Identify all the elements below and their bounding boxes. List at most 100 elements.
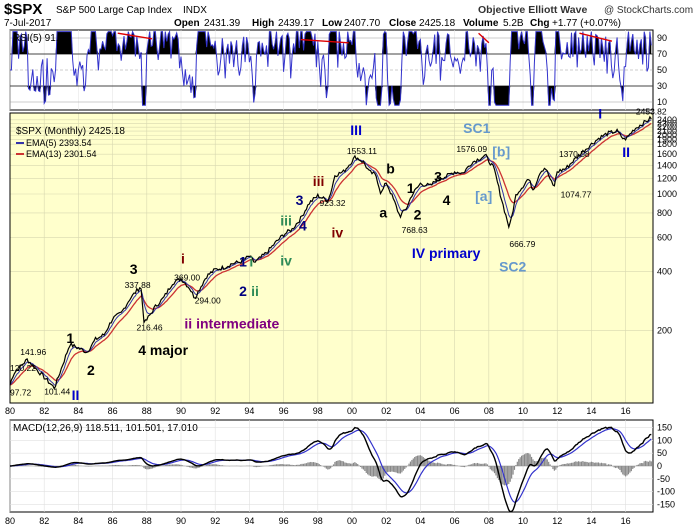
price-value-label: 1576.09	[456, 144, 487, 154]
macd-hist-bar	[650, 461, 652, 466]
macd-hist-bar	[553, 466, 555, 471]
macd-hist-bar	[191, 466, 194, 468]
price-value-label: 101.44	[44, 386, 70, 396]
macd-hist-bar	[167, 464, 169, 466]
macd-hist-bar	[555, 466, 557, 470]
macd-hist-bar	[344, 462, 346, 466]
x-tick-label: 00	[347, 516, 357, 526]
macd-hist-bar	[134, 465, 137, 466]
macd-hist-bar	[151, 466, 154, 469]
wave-count-label: [b]	[492, 143, 510, 159]
macd-hist-bar	[37, 466, 40, 467]
macd-hist-bar	[582, 461, 584, 466]
x-tick-label: 92	[210, 516, 220, 526]
x-tick-label: 04	[415, 516, 425, 526]
macd-hist-bar	[154, 466, 156, 468]
chg-value: +1.77 (+0.07%)	[552, 18, 621, 29]
macd-hist-bar	[519, 457, 521, 466]
close-value: 2425.18	[419, 18, 456, 29]
macd-hist-bar	[217, 464, 219, 466]
x-tick-label: 16	[621, 516, 631, 526]
macd-hist-bar	[609, 464, 611, 466]
x-tick-label: 10	[518, 406, 528, 416]
macd-hist-bar	[109, 465, 111, 466]
macd-hist-bar	[204, 465, 206, 466]
macd-tick-label: -150	[657, 499, 675, 509]
x-tick-label: 94	[244, 516, 254, 526]
macd-hist-bar	[522, 454, 524, 466]
macd-hist-bar	[472, 463, 474, 466]
macd-hist-bar	[431, 462, 433, 466]
macd-hist-bar	[188, 466, 191, 468]
macd-hist-bar	[643, 461, 645, 466]
macd-hist-bar	[190, 466, 192, 468]
macd-hist-bar	[411, 459, 413, 466]
macd-hist-bar	[328, 466, 330, 470]
macd-hist-bar	[39, 466, 41, 467]
macd-hist-bar	[585, 461, 587, 466]
wave-count-label: ii intermediate	[184, 315, 279, 331]
macd-hist-bar	[570, 462, 573, 466]
macd-hist-bar	[603, 463, 605, 466]
macd-hist-bar	[404, 466, 406, 469]
macd-hist-bar	[597, 462, 600, 466]
macd-hist-bar	[622, 466, 624, 475]
macd-hist-bar	[425, 459, 427, 466]
wave-count-label: b	[386, 161, 395, 177]
macd-hist-bar	[347, 463, 349, 466]
macd-hist-bar	[560, 464, 563, 466]
wave-count-label: a	[379, 204, 387, 220]
price-value-label: 666.79	[509, 239, 535, 249]
x-tick-label: 96	[279, 406, 289, 416]
macd-hist-bar	[186, 466, 188, 467]
macd-hist-bar	[278, 464, 280, 466]
macd-hist-bar	[40, 466, 42, 467]
macd-hist-bar	[579, 461, 581, 466]
macd-hist-bar	[181, 465, 184, 466]
price-value-label: 1370.58	[559, 149, 590, 159]
macd-hist-bar	[352, 462, 355, 466]
macd-hist-bar	[596, 462, 598, 466]
macd-hist-bar	[163, 465, 165, 466]
price-value-label: 337.88	[125, 280, 151, 290]
macd-hist-bar	[568, 463, 570, 466]
macd-hist-bar	[630, 466, 632, 472]
wave-count-label: 3	[296, 192, 304, 208]
macd-hist-bar	[485, 463, 487, 466]
macd-hist-bar	[408, 463, 410, 466]
macd-hist-bar	[482, 463, 484, 466]
macd-hist-bar	[632, 466, 634, 469]
macd-hist-bar	[351, 463, 353, 466]
macd-hist-bar	[26, 465, 28, 466]
macd-hist-bar	[516, 461, 518, 466]
macd-tick-label: 150	[657, 423, 672, 433]
macd-hist-bar	[367, 466, 369, 475]
x-axis-top: 80 82 84 86 88 90 92 94 96 98 00 02 04 06 08 10 12 14 16	[5, 406, 631, 416]
x-tick-label: 84	[73, 516, 83, 526]
macd-hist-bar	[528, 453, 530, 466]
macd-hist-bar	[606, 464, 608, 466]
macd-hist-bar	[415, 456, 417, 466]
macd-hist-bar	[518, 459, 520, 466]
macd-hist-bar	[171, 464, 174, 466]
macd-hist-bar	[116, 464, 118, 466]
macd-signal-line	[10, 428, 652, 503]
macd-hist-bar	[381, 466, 383, 480]
price-value-label: 294.00	[195, 295, 221, 305]
high-label: High	[252, 18, 274, 29]
macd-hist-bar	[143, 466, 145, 469]
macd-hist-bar	[617, 466, 620, 469]
macd-hist-bar	[566, 463, 568, 466]
macd-hist-bar	[140, 465, 142, 466]
macd-hist-bar	[610, 464, 612, 466]
macd-hist-bar	[496, 466, 498, 479]
macd-hist-bar	[513, 466, 516, 470]
macd-hist-bar	[573, 461, 575, 466]
macd-hist-bar	[137, 465, 139, 466]
macd-gridlines	[9, 420, 653, 512]
price-value-label: 923.32	[320, 198, 346, 208]
macd-hist-bar	[274, 464, 276, 466]
macd-hist-bar	[260, 466, 262, 467]
x-tick-label: 96	[279, 516, 289, 526]
macd-hist-bar	[595, 462, 597, 466]
